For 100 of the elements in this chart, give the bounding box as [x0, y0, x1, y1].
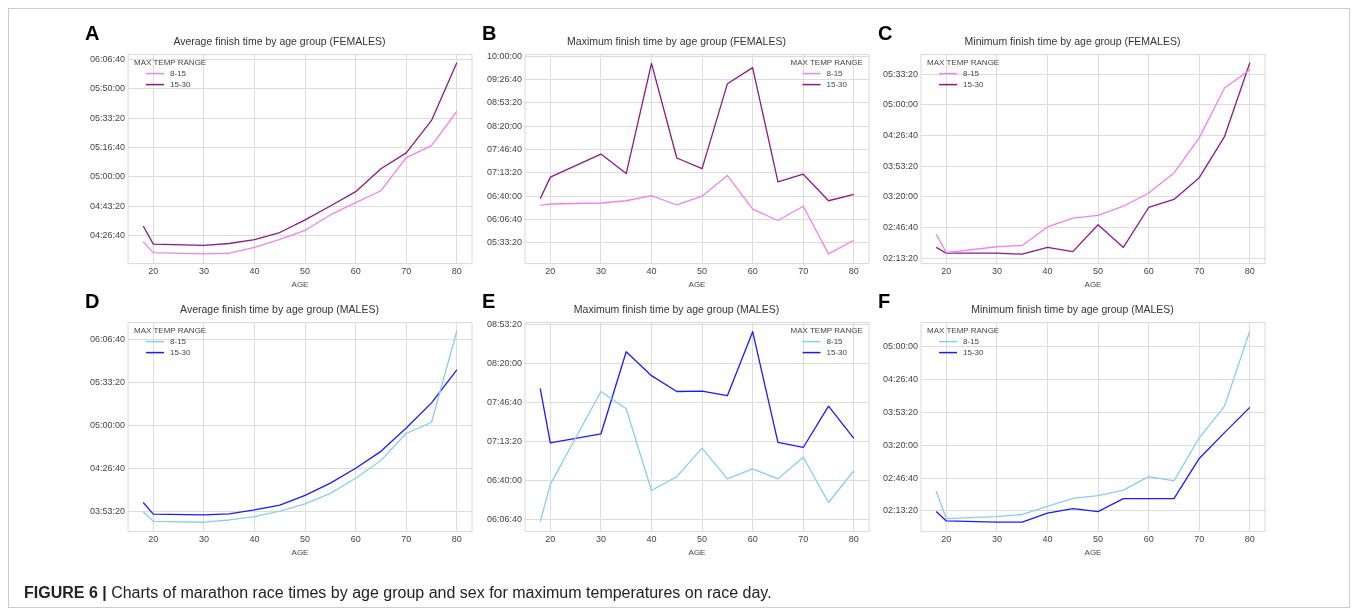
- y-tick-label: 07:13:20: [486, 435, 523, 446]
- y-tick-label: 06:06:40: [486, 513, 523, 524]
- y-tick-label: 05:00:00: [89, 171, 126, 182]
- x-tick-label: 40: [646, 266, 657, 277]
- x-axis-title: AGE: [291, 548, 309, 558]
- x-axis-title: AGE: [291, 280, 309, 290]
- legend-label: 15-30: [826, 347, 848, 357]
- chart-title: Maximum finish time by age group (FEMALES): [567, 35, 786, 48]
- x-tick-label: 70: [798, 534, 809, 545]
- y-tick-label: 05:33:20: [486, 237, 523, 248]
- legend-title: MAX TEMP RANGE: [134, 325, 207, 335]
- y-tick-label: 03:20:00: [882, 191, 919, 202]
- text: A: [85, 22, 100, 45]
- y-tick-label: 05:33:20: [89, 376, 126, 387]
- text: E: [482, 290, 496, 313]
- x-axis-title: AGE: [688, 280, 706, 290]
- y-tick-label: 03:53:20: [882, 406, 919, 417]
- y-tick-label: 05:00:00: [882, 99, 919, 110]
- x-tick-label: 20: [941, 266, 952, 277]
- y-tick-label: 08:53:20: [486, 97, 523, 108]
- y-tick-label: 03:53:20: [882, 160, 919, 171]
- text: C: [878, 22, 893, 45]
- y-tick-label: 05:00:00: [882, 341, 919, 352]
- x-tick-label: 20: [148, 534, 159, 545]
- x-tick-label: 30: [595, 266, 606, 277]
- y-tick-label: 03:53:20: [89, 505, 126, 516]
- y-tick-label: 06:40:00: [486, 190, 523, 201]
- text: D: [85, 290, 100, 313]
- y-tick-label: 08:20:00: [486, 120, 523, 131]
- legend-label: 8-15: [826, 68, 844, 78]
- y-tick-label: 02:46:40: [882, 222, 919, 233]
- y-tick-label: 04:26:40: [89, 462, 126, 473]
- legend-label: 15-30: [170, 347, 192, 357]
- x-axis-title: AGE: [1084, 548, 1102, 558]
- x-tick-label: 50: [1093, 534, 1104, 545]
- x-tick-label: 50: [300, 534, 311, 545]
- x-tick-label: 20: [545, 266, 556, 277]
- x-tick-label: 60: [350, 534, 361, 545]
- y-tick-label: 07:46:40: [486, 144, 523, 155]
- legend-label: 8-15: [963, 336, 980, 346]
- y-tick-label: 06:06:40: [89, 333, 126, 344]
- x-tick-label: 20: [545, 534, 556, 545]
- x-axis-title: AGE: [688, 548, 706, 558]
- legend-label: 15-30: [963, 79, 985, 89]
- x-tick-label: 80: [451, 534, 462, 545]
- y-tick-label: 02:46:40: [882, 472, 919, 483]
- x-tick-label: 80: [1244, 534, 1255, 545]
- x-tick-label: 40: [646, 534, 657, 545]
- x-tick-label: 30: [198, 534, 209, 545]
- x-tick-label: 40: [249, 266, 260, 277]
- chart-title: Maximum finish time by age group (MALES): [573, 303, 780, 316]
- chart-title: Average finish time by age group (FEMALES): [173, 35, 386, 48]
- x-tick-label: 70: [1194, 534, 1205, 545]
- y-tick-label: 04:26:40: [882, 374, 919, 385]
- y-tick-label: 07:46:40: [486, 396, 523, 407]
- text: F: [878, 290, 891, 313]
- y-tick-label: 02:13:20: [882, 505, 919, 516]
- y-tick-label: 06:06:40: [486, 214, 523, 225]
- x-tick-label: 60: [1143, 534, 1154, 545]
- legend-label: 8-15: [826, 336, 844, 346]
- y-tick-label: 02:13:20: [882, 252, 919, 263]
- x-tick-label: 60: [350, 266, 361, 277]
- y-tick-label: 06:40:00: [486, 474, 523, 485]
- x-tick-label: 50: [1093, 266, 1104, 277]
- y-tick-label: 06:06:40: [89, 53, 126, 64]
- x-tick-label: 60: [1143, 266, 1154, 277]
- y-tick-label: 05:16:40: [89, 142, 126, 153]
- x-tick-label: 30: [991, 534, 1002, 545]
- x-tick-label: 40: [1042, 266, 1053, 277]
- chart-title: Minimum finish time by age group (MALES): [971, 303, 1174, 316]
- y-tick-label: 05:33:20: [882, 68, 919, 79]
- legend-label: 15-30: [826, 79, 848, 89]
- legend-label: 15-30: [963, 347, 985, 357]
- y-tick-label: 08:20:00: [486, 357, 523, 368]
- x-tick-label: 80: [848, 534, 859, 545]
- x-tick-label: 70: [1194, 266, 1205, 277]
- legend-label: 8-15: [170, 68, 187, 78]
- x-tick-label: 70: [401, 534, 412, 545]
- x-tick-label: 20: [941, 534, 952, 545]
- legend-title: MAX TEMP RANGE: [927, 325, 1000, 335]
- y-tick-label: 05:50:00: [89, 83, 126, 94]
- x-tick-label: 30: [595, 534, 606, 545]
- y-tick-label: 05:00:00: [89, 419, 126, 430]
- y-tick-label: 07:13:20: [486, 167, 523, 178]
- legend-title: MAX TEMP RANGE: [134, 57, 207, 67]
- y-tick-label: 04:26:40: [882, 130, 919, 141]
- x-tick-label: 50: [300, 266, 311, 277]
- y-tick-label: 03:20:00: [882, 439, 919, 450]
- text: B: [482, 22, 497, 45]
- legend-label: 8-15: [963, 68, 980, 78]
- legend-title: MAX TEMP RANGE: [927, 57, 1000, 67]
- x-tick-label: 40: [249, 534, 260, 545]
- x-tick-label: 40: [1042, 534, 1053, 545]
- y-tick-label: 05:33:20: [89, 112, 126, 123]
- y-tick-label: 10:00:00: [486, 50, 523, 61]
- y-tick-label: 04:26:40: [89, 230, 126, 241]
- x-tick-label: 50: [697, 266, 708, 277]
- legend-label: 8-15: [170, 336, 187, 346]
- x-tick-label: 30: [198, 266, 209, 277]
- x-tick-label: 60: [747, 266, 758, 277]
